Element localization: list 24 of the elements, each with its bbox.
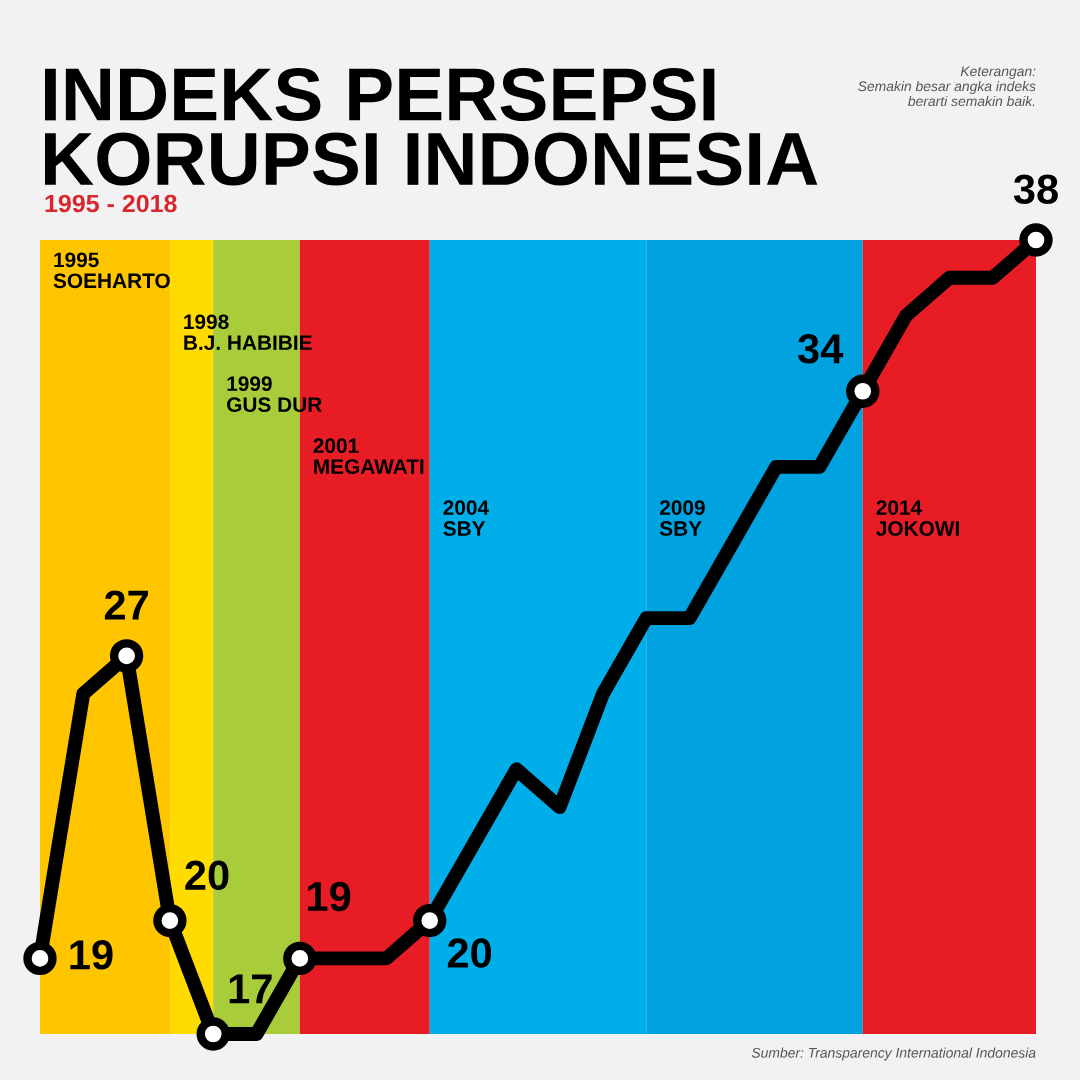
data-label: 19	[308, 881, 351, 912]
point	[1019, 223, 1053, 257]
chart-title: INDEKS PERSEPSI KORUPSI INDONESIA	[45, 67, 818, 186]
annotation: 2001 MEGAWATI	[313, 438, 424, 474]
point	[413, 903, 447, 938]
point	[196, 1017, 230, 1051]
data-label: 20	[447, 938, 492, 968]
data-label: 19	[70, 940, 113, 970]
annotation: 2004 SBY	[443, 500, 489, 536]
annotation: 1995 SOEHARTO	[53, 252, 170, 289]
chart-subtitle: 1995 - 2018	[45, 194, 177, 213]
annotation: 2014 JOKOWI	[876, 500, 959, 536]
data-label: 38	[1013, 174, 1058, 205]
point	[283, 941, 317, 976]
data-label: 17	[229, 974, 272, 1004]
data-label: 27	[104, 590, 148, 620]
point	[109, 639, 144, 673]
data-label: 20	[185, 860, 229, 891]
point	[846, 374, 880, 408]
point	[153, 903, 187, 938]
point	[23, 941, 57, 976]
annotation: 1999 GUS DUR	[227, 376, 322, 413]
annotation: 2009 SBY	[659, 500, 705, 536]
data-label: 34	[797, 334, 844, 364]
